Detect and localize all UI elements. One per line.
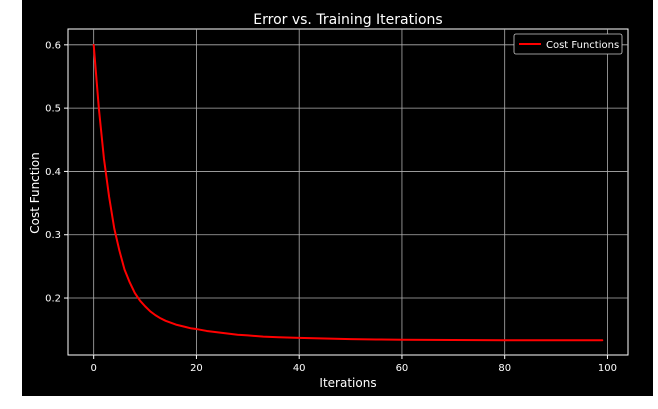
legend-box: [513, 33, 623, 55]
x-tick-label: 80: [498, 363, 511, 374]
axis-ticks: 0 20 40 60 80 100 0.2 0.3 0.4 0.5 0.6: [45, 40, 617, 374]
legend-label: Cost Functions: [546, 40, 619, 51]
x-tick-label: 60: [396, 363, 409, 374]
x-tick-label: 20: [190, 363, 203, 374]
legend: Cost Functions: [513, 33, 623, 55]
x-tick-label: 0: [91, 363, 97, 374]
chart-figure: 0 20 40 60 80 100 0.2 0.3 0.4 0.5 0.6 Error vs. Tr…: [22, 0, 653, 396]
gridlines: [68, 29, 628, 355]
x-tick-label: 40: [293, 363, 306, 374]
x-axis-label: Iterations: [319, 376, 376, 390]
y-tick-label: 0.6: [45, 40, 61, 51]
chart-svg: 0 20 40 60 80 100 0.2 0.3 0.4 0.5 0.6 Error vs. Tr…: [28, 12, 629, 390]
y-tick-label: 0.5: [45, 104, 61, 115]
chart-title: Error vs. Training Iterations: [253, 12, 442, 28]
series-line: [92, 43, 604, 342]
y-tick-label: 0.4: [45, 167, 61, 178]
x-tick-label: 100: [598, 363, 617, 374]
series-layer: [92, 43, 604, 342]
plot-area: [67, 28, 629, 356]
y-tick-label: 0.2: [45, 294, 61, 305]
y-tick-label: 0.3: [45, 230, 61, 241]
y-axis-label: Cost Function: [28, 152, 42, 234]
